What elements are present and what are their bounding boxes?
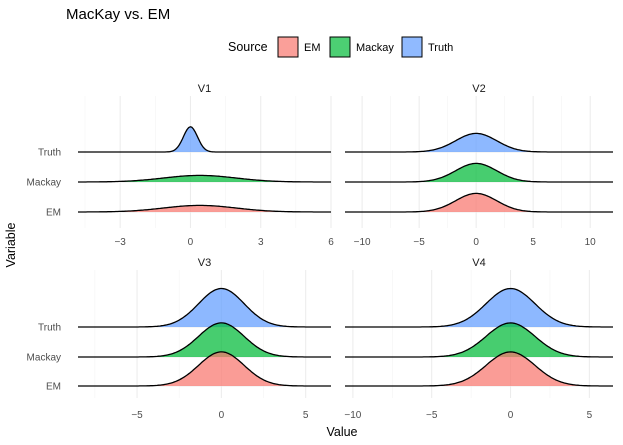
panel-v1: V1 EM Mackay Truth −3 0 3 6 — [27, 83, 335, 248]
x-tick-label: 0 — [473, 237, 479, 248]
x-axis-title: Value — [326, 425, 357, 439]
legend-label-mackay: Mackay — [356, 42, 394, 54]
ridge-line-truth — [345, 287, 613, 328]
x-tick-label: 0 — [188, 237, 194, 248]
ridge-line-truth — [345, 132, 613, 153]
ridge-line-em — [78, 204, 331, 213]
y-axis-title: Variable — [4, 222, 18, 267]
x-tick-label: −5 — [426, 410, 438, 421]
panel-title: V1 — [198, 83, 211, 95]
category-label-mackay: Mackay — [27, 178, 61, 189]
x-tick-label: 3 — [258, 237, 264, 248]
ridge-line-truth — [78, 126, 331, 153]
ridge-line-mackay — [78, 174, 331, 183]
legend-label-truth: Truth — [428, 42, 453, 54]
panel-v3: V3 EM Mackay Truth −5 0 5 — [27, 257, 331, 421]
x-tick-label: −10 — [344, 410, 361, 421]
panel-title: V2 — [472, 83, 485, 95]
x-tick-label: 0 — [219, 410, 225, 421]
legend-title: Source — [228, 40, 268, 54]
x-tick-label: 5 — [587, 410, 593, 421]
category-label-truth: Truth — [38, 148, 61, 159]
ridge-line-mackay — [78, 322, 331, 358]
panel-v4: V4 −10 −5 0 5 — [344, 257, 613, 421]
legend-item-truth: Truth — [401, 36, 453, 58]
ridge-fill-truth — [345, 288, 613, 327]
legend-key-truth — [401, 36, 423, 58]
ridge-fill-em — [345, 193, 613, 212]
legend-item-em: EM — [277, 36, 321, 58]
x-tick-label: −10 — [354, 237, 371, 248]
ridge-line-em — [78, 351, 331, 387]
category-label-em: EM — [46, 382, 61, 393]
ridge-fill-em — [345, 351, 613, 386]
category-label-em: EM — [46, 208, 61, 219]
panel-title: V3 — [198, 257, 211, 269]
ridge-line-em — [345, 192, 613, 213]
ridge-line-truth — [78, 287, 331, 328]
ridge-fill-mackay — [345, 163, 613, 182]
panels: V1 EM Mackay Truth −3 0 3 6 V2 −10 −5 0 5 10 V3 EM Macka… — [27, 83, 613, 421]
legend-label-em: EM — [304, 42, 321, 54]
category-label-mackay: Mackay — [27, 353, 61, 364]
panel-title: V4 — [472, 257, 485, 269]
x-tick-label: −3 — [114, 237, 126, 248]
panel-v2: V2 −10 −5 0 5 10 — [345, 83, 613, 248]
legend-item-mackay: Mackay — [329, 36, 394, 58]
ridge-fill-em — [78, 351, 331, 386]
legend: Source EM Mackay Truth — [228, 36, 453, 58]
legend-key-em — [277, 36, 299, 58]
x-tick-label: 5 — [530, 237, 536, 248]
x-tick-label: 6 — [328, 237, 334, 248]
category-label-truth: Truth — [38, 323, 61, 334]
ridge-line-em — [345, 351, 613, 387]
x-tick-label: −5 — [413, 237, 425, 248]
chart-title: MacKay vs. EM — [66, 6, 170, 23]
ridge-line-mackay — [345, 162, 613, 183]
x-tick-label: 10 — [585, 237, 597, 248]
x-tick-label: 5 — [303, 410, 309, 421]
ridge-fill-truth — [345, 133, 613, 152]
ridge-fill-truth — [78, 288, 331, 327]
ridge-fill-mackay — [345, 322, 613, 357]
x-tick-label: 0 — [508, 410, 514, 421]
legend-key-mackay — [329, 36, 351, 58]
ridge-fill-mackay — [78, 322, 331, 357]
ridge-line-mackay — [345, 322, 613, 358]
x-tick-label: −5 — [131, 410, 143, 421]
